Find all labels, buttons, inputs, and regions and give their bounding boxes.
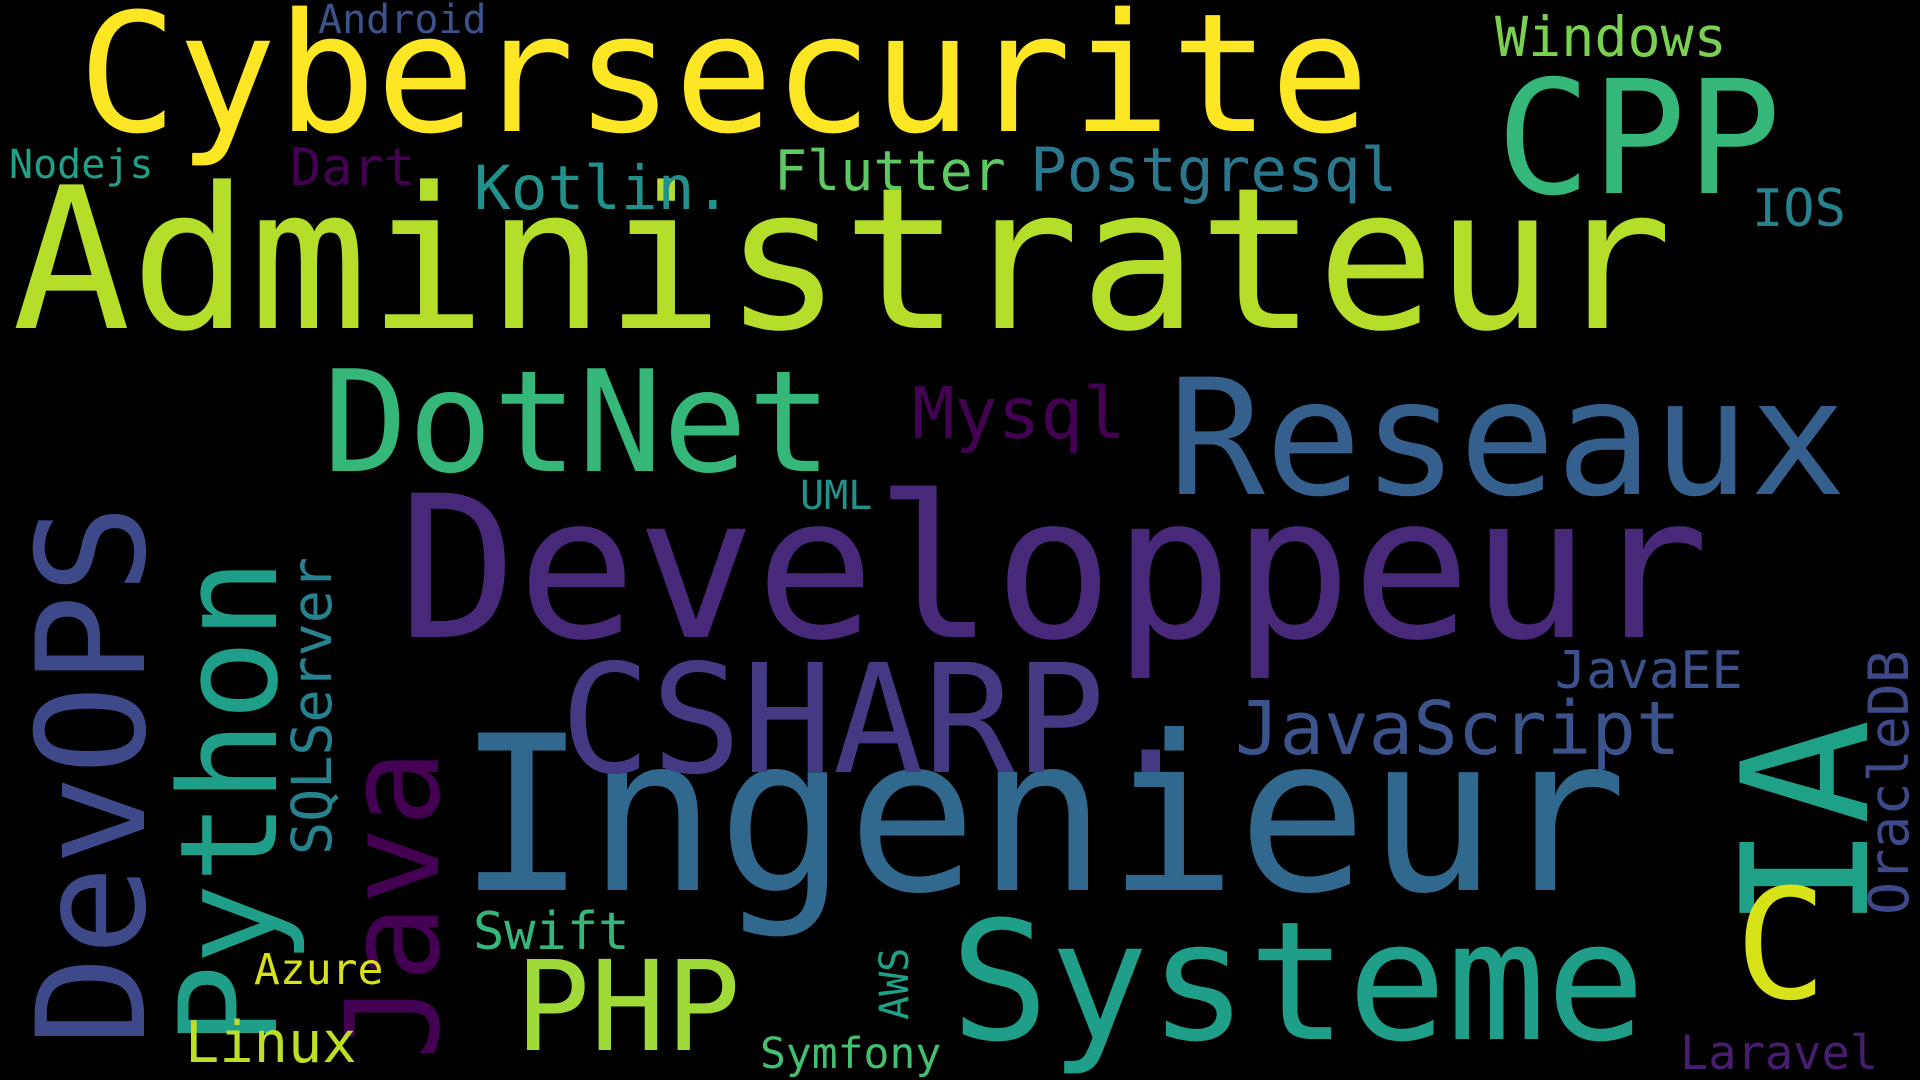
word-azure: Azure (254, 945, 384, 995)
word-android: Android (318, 0, 487, 43)
word-reseaux: Reseaux (1168, 345, 1847, 532)
word-developpeur: Developpeur (398, 453, 1710, 684)
word-cpp: CPP (1496, 47, 1782, 231)
word-kotlin: Kotlin. (474, 153, 732, 224)
word-c: C (1735, 857, 1828, 1035)
word-oracledb: OracleDB (1857, 650, 1920, 915)
word-javaee: JavaEE (1555, 641, 1743, 701)
word-postgresql: Postgresql (1030, 135, 1398, 206)
word-dart: Dart (290, 138, 416, 198)
word-javascript: JavaScript (1235, 686, 1681, 772)
word-swift: Swift (473, 902, 630, 962)
word-php: PHP (515, 935, 741, 1080)
word-flutter: Flutter (774, 139, 1006, 203)
word-ingenieur: Ingenieur (457, 690, 1628, 941)
word-laravel: Laravel (1680, 1026, 1879, 1080)
word-ios: IOS (1752, 179, 1846, 239)
word-linux: Linux (185, 1010, 357, 1076)
word-windows: Windows (1495, 5, 1727, 69)
word-systeme: Systeme (950, 886, 1646, 1078)
word-administrateur: Administrateur (12, 146, 1673, 375)
word-dotnet: DotNet (323, 341, 833, 505)
word-uml: UML (800, 473, 873, 519)
word-nodejs: Nodejs (9, 142, 154, 188)
word-csharp: CSHARP. (560, 632, 1197, 808)
word-symfony: Symfony (760, 1029, 942, 1079)
word-cybersecurite: Cybersecurite (78, 0, 1370, 170)
word-devops: DevOPS (6, 504, 180, 1046)
word-mysql: Mysql (912, 372, 1126, 455)
word-aws: AWS (872, 947, 918, 1020)
word-sqlserver: SQLServer (280, 556, 344, 855)
